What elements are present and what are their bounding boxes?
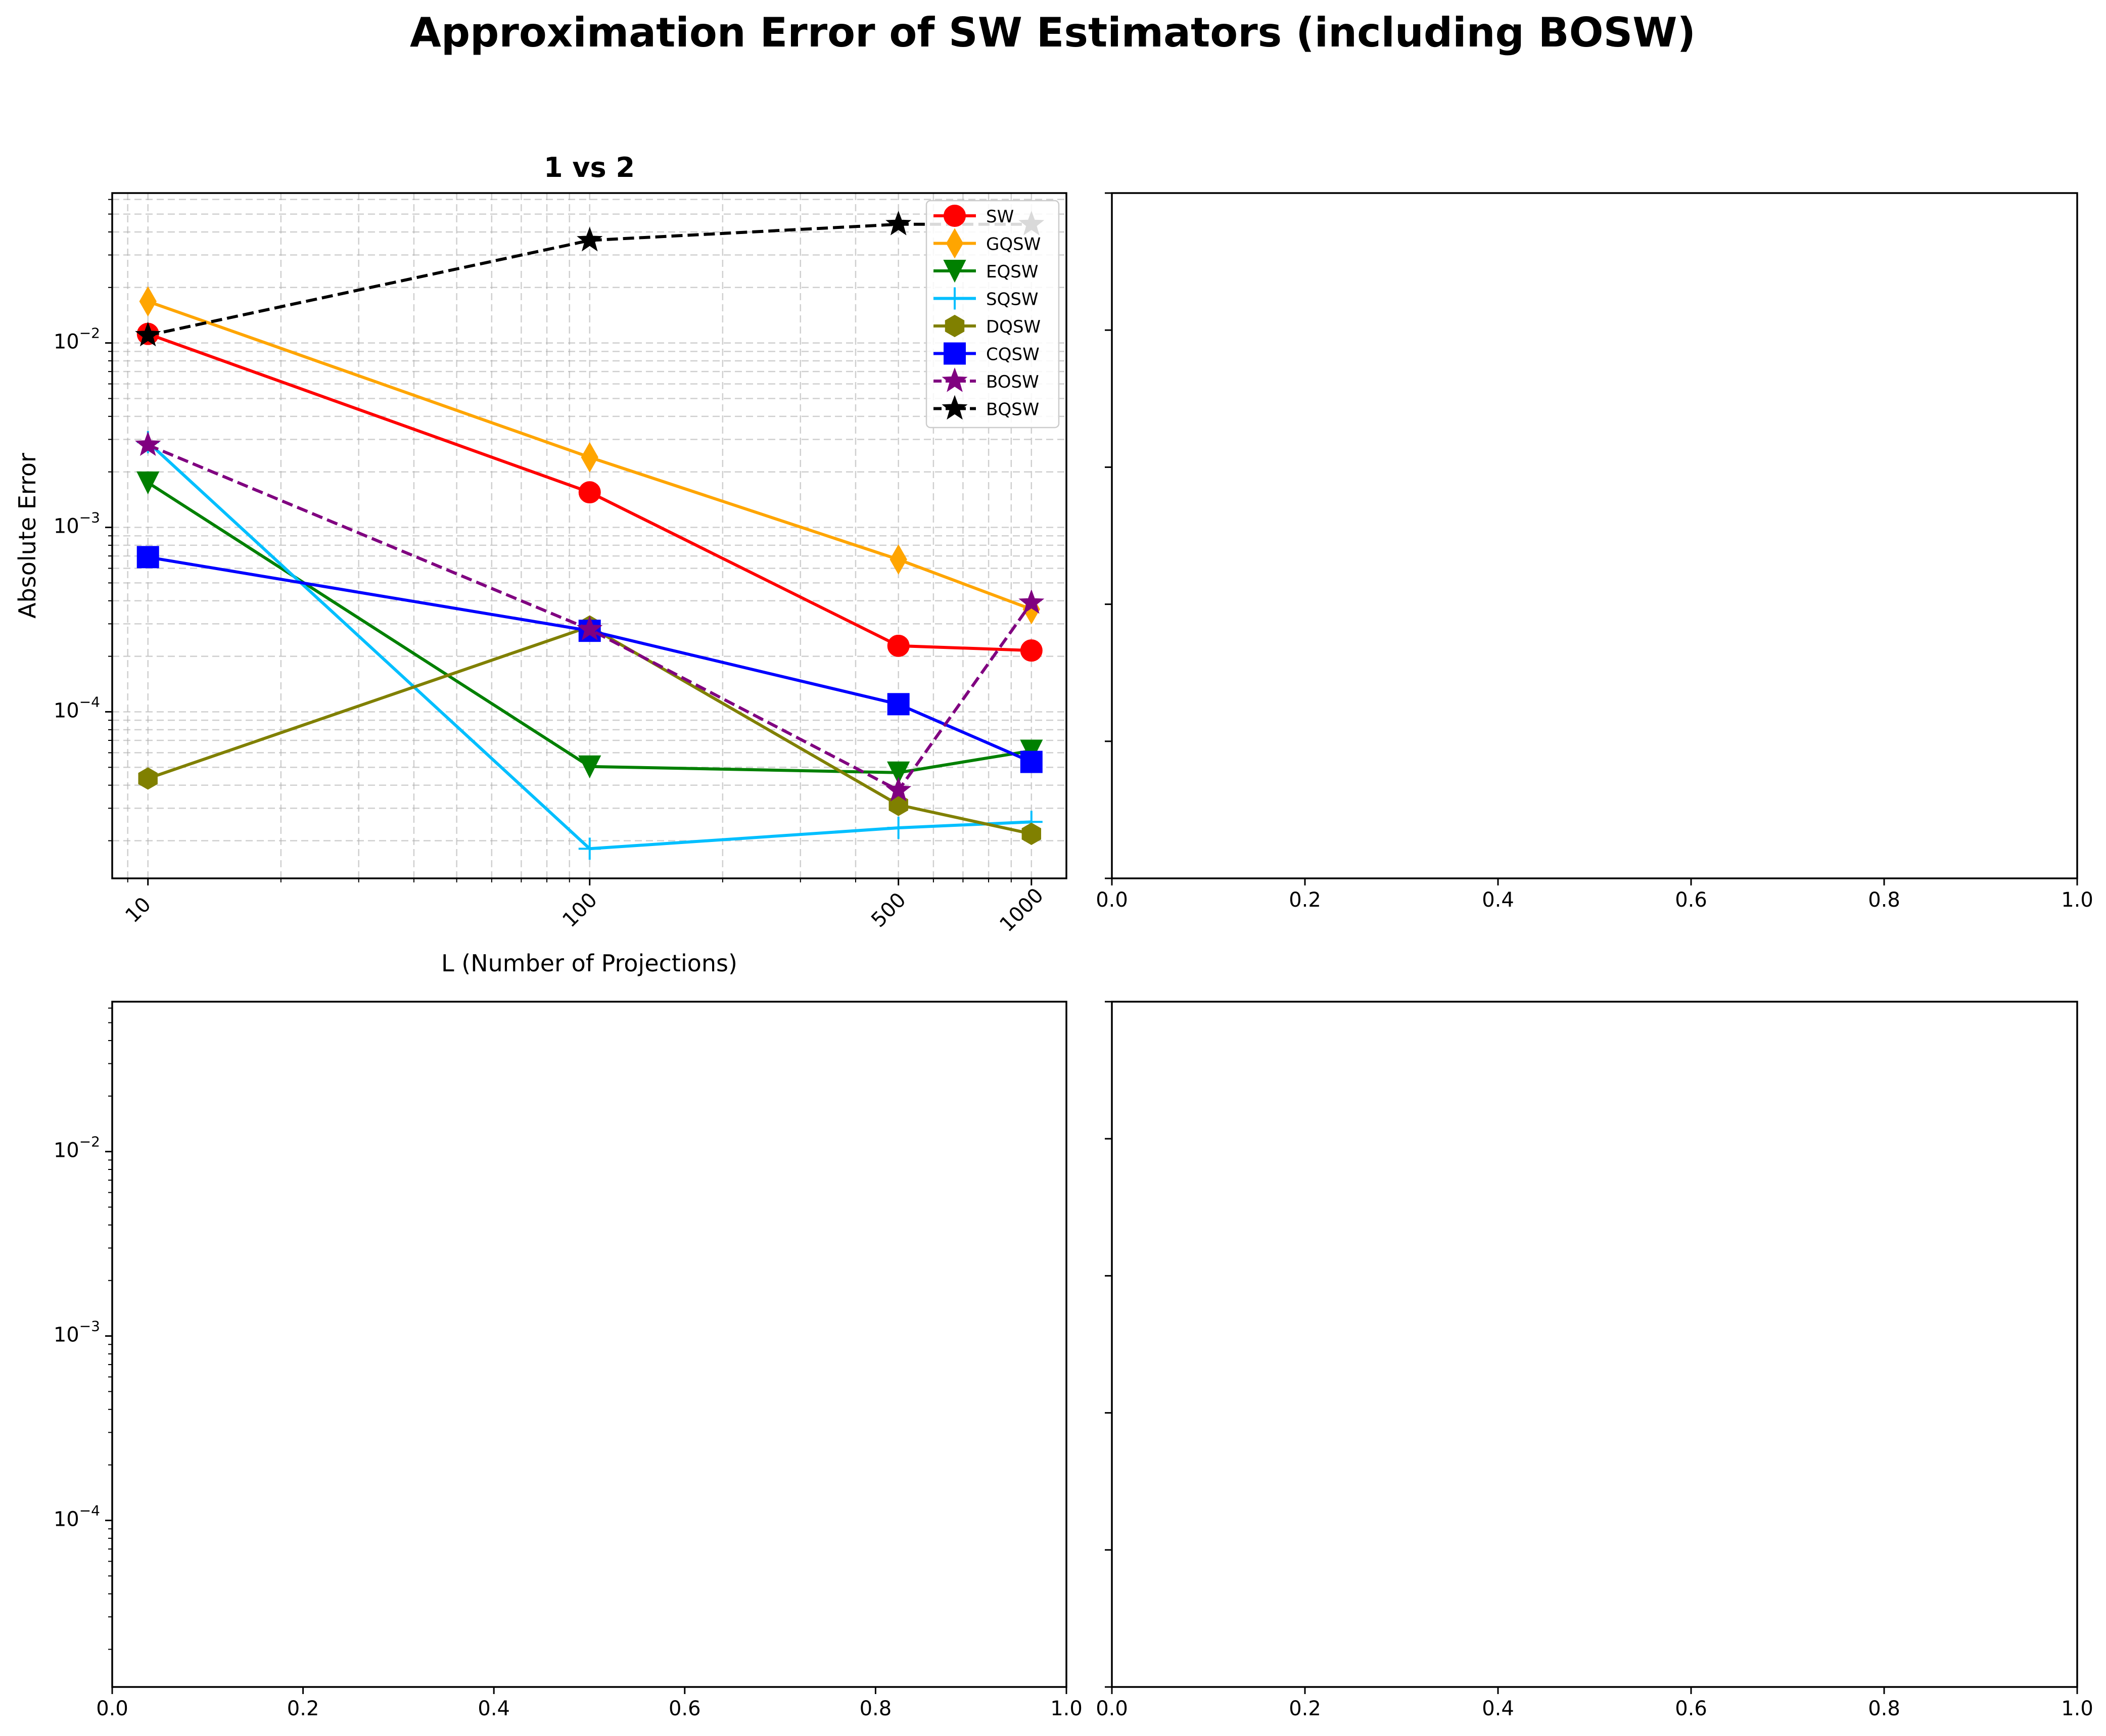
legend-frame	[925, 200, 1060, 429]
legend-entry-sqsw: SQSW	[933, 287, 1039, 310]
series-eqsw	[136, 471, 1043, 785]
series-line-bosw	[147, 443, 1033, 792]
data-point-eqsw	[578, 755, 601, 778]
axes-frame	[1111, 192, 2078, 879]
data-point-cqsw	[1020, 750, 1043, 773]
axes-frame	[111, 1001, 1067, 1688]
x-tick-label: 0.0	[1096, 1697, 1128, 1720]
legend-marker	[945, 314, 965, 338]
data-point-sw	[887, 634, 910, 657]
legend-entry-gqsw: GQSW	[933, 228, 1041, 259]
legend-label: EQSW	[986, 262, 1038, 282]
data-point-cqsw	[136, 546, 159, 569]
x-tick-label: 0.2	[1289, 888, 1321, 912]
x-axis-label: L (Number of Projections)	[441, 950, 737, 977]
legend-marker	[942, 395, 968, 420]
y-tick-label: 10−4	[54, 693, 100, 722]
data-point-sqsw	[578, 837, 601, 860]
data-point-gqsw	[581, 442, 598, 473]
legend-entry-bqsw: BQSW	[933, 395, 1039, 420]
x-tick-label: 0.8	[860, 1697, 892, 1720]
data-point-eqsw	[136, 471, 160, 495]
axes-frame	[111, 192, 1067, 879]
legend-entry-dqsw: DQSW	[933, 314, 1041, 338]
data-point-bosw	[577, 616, 603, 641]
x-tick-label: 1.0	[2061, 1697, 2093, 1720]
legend-entry-bosw: BOSW	[933, 367, 1039, 392]
y-tick-label: 10−3	[54, 509, 100, 538]
data-point-bosw	[885, 777, 912, 802]
figure-title: Approximation Error of SW Estimators (in…	[410, 9, 1696, 56]
data-point-bqsw	[885, 210, 912, 236]
legend-entry-sw: SW	[933, 205, 1014, 227]
axes-title: 1 vs 2	[544, 152, 635, 183]
x-tick-label: 0.6	[1675, 1697, 1707, 1720]
series-line-sqsw	[147, 441, 1032, 851]
x-tick-label: 1.0	[1050, 1697, 1083, 1720]
data-point-gqsw	[890, 544, 907, 575]
legend: SW GQSW EQSW SQSW DQSW CQSW BOSW BQSW	[925, 200, 1060, 429]
data-point-gqsw	[139, 286, 157, 317]
legend-label: CQSW	[986, 345, 1040, 365]
legend-label: SW	[986, 207, 1014, 227]
legend-marker	[944, 205, 966, 227]
legend-entry-cqsw: CQSW	[933, 342, 1040, 365]
data-point-sqsw	[887, 816, 910, 839]
legend-label: SQSW	[986, 290, 1039, 310]
axes-bottom-left: 0.0 0.2 0.4 0.6 0.8 1.0 10−4 10−3 10−2	[54, 1001, 1083, 1720]
series-line-dqsw	[147, 625, 1032, 835]
x-tick-label: 0.4	[478, 1697, 510, 1720]
series-line-eqsw	[147, 481, 1032, 774]
series-bosw	[135, 431, 1045, 802]
data-point-bqsw	[135, 321, 161, 347]
y-tick-label: 10−2	[54, 325, 100, 354]
data-point-eqsw	[887, 761, 910, 785]
legend-label: BOSW	[986, 372, 1039, 392]
x-tick-label: 0.8	[1868, 1697, 1900, 1720]
x-tick-label: 0.4	[1482, 888, 1514, 912]
x-tick-label: 0.8	[1868, 888, 1900, 912]
legend-entry-eqsw: EQSW	[933, 260, 1038, 283]
x-tick-label: 0.6	[1675, 888, 1707, 912]
y-tick-label: 10−4	[54, 1502, 100, 1531]
data-point-eqsw	[1020, 739, 1043, 763]
legend-marker	[943, 260, 966, 283]
x-tick-label: 0.2	[287, 1697, 319, 1720]
x-tick-label: 0.4	[1482, 1697, 1514, 1720]
legend-marker	[946, 228, 964, 259]
axes-frame	[1111, 1001, 2078, 1688]
legend-label: DQSW	[986, 317, 1041, 337]
data-point-dqsw	[138, 767, 158, 790]
x-tick-label: 0.0	[1096, 888, 1128, 912]
series-line-gqsw	[147, 300, 1032, 611]
x-tick-label: 0.2	[1289, 1697, 1321, 1720]
legend-marker	[944, 342, 966, 365]
series-line-cqsw	[148, 555, 1032, 764]
data-point-cqsw	[887, 693, 910, 716]
legend-marker	[944, 287, 966, 310]
data-point-bosw	[1018, 589, 1045, 614]
data-point-sw	[578, 481, 601, 504]
y-tick-label: 10−2	[54, 1134, 100, 1162]
x-tick-label: 0.0	[96, 1697, 128, 1720]
y-axis-label: Absolute Error	[14, 453, 41, 619]
legend-label: BQSW	[986, 400, 1039, 420]
data-point-bqsw	[577, 226, 603, 252]
data-point-bosw	[135, 431, 161, 456]
y-tick-label: 10−3	[54, 1318, 100, 1347]
data-point-sw	[1020, 639, 1043, 662]
data-point-dqsw	[1021, 822, 1041, 846]
x-tick-label: 0.6	[669, 1697, 701, 1720]
axes-bottom-right: 0.0 0.2 0.4 0.6 0.8 1.0	[1096, 1001, 2093, 1720]
legend-marker	[942, 367, 968, 392]
axes-top-right: 0.0 0.2 0.4 0.6 0.8 1.0	[1096, 192, 2093, 912]
legend-label: GQSW	[986, 234, 1041, 255]
x-tick-label: 1.0	[2061, 888, 2093, 912]
series-line-sw	[147, 332, 1032, 652]
